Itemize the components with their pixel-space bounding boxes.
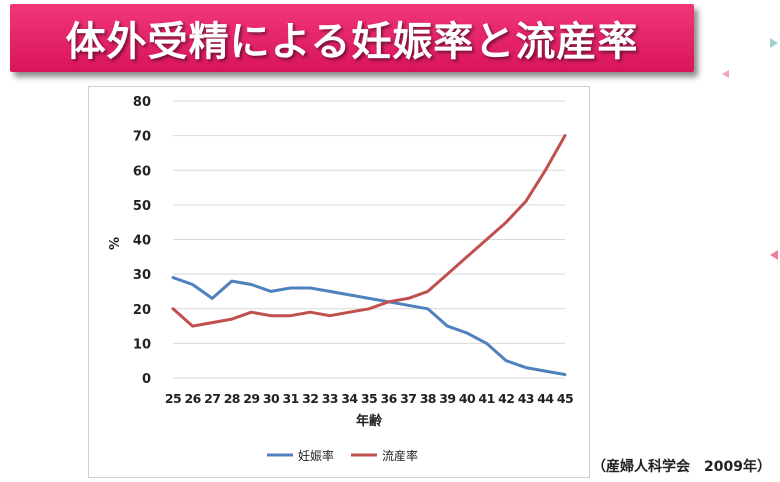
x-tick-label: 42 <box>498 391 514 406</box>
decorative-triangle <box>770 250 778 260</box>
source-citation: （産婦人科学会 2009年） <box>592 459 771 475</box>
x-tick-label: 39 <box>439 391 455 406</box>
x-tick-label: 25 <box>165 391 181 406</box>
x-tick-label: 27 <box>204 391 220 406</box>
legend-entry: 妊娠率 <box>298 448 334 463</box>
title-banner: 体外受精による妊娠率と流産率 <box>10 4 694 72</box>
y-tick-label: 40 <box>133 234 151 249</box>
y-axis-label: % <box>108 237 123 250</box>
series-line-2 <box>171 134 567 328</box>
y-tick-label: 0 <box>142 372 151 387</box>
x-tick-label: 38 <box>420 391 436 406</box>
y-tick-label: 50 <box>133 199 151 214</box>
x-tick-label: 29 <box>243 391 259 406</box>
x-tick-label: 44 <box>537 391 554 406</box>
x-tick-label: 36 <box>380 391 397 406</box>
x-tick-label: 40 <box>459 391 476 406</box>
y-tick-label: 70 <box>133 130 151 145</box>
x-tick-label: 43 <box>518 391 534 406</box>
legend-entry: 流産率 <box>382 448 418 463</box>
chart-area: 0 10 20 30 40 50 60 70 80 25 26 27 28 29 30 31 32 33 34 35 3… <box>88 86 590 478</box>
y-tick-label: 10 <box>133 337 151 352</box>
decorative-triangle <box>722 70 729 78</box>
x-tick-label: 31 <box>282 391 298 406</box>
x-tick-label: 30 <box>263 391 280 406</box>
x-tick-label: 37 <box>400 391 416 406</box>
x-axis-label: 年齢 <box>356 413 383 429</box>
x-tick-label: 35 <box>361 391 377 406</box>
x-tick-label: 33 <box>322 391 338 406</box>
series-line-1 <box>171 276 567 376</box>
x-tick-label: 45 <box>557 391 573 406</box>
x-tick-label: 34 <box>341 391 358 406</box>
x-tick-label: 32 <box>302 391 318 406</box>
decorative-triangle <box>770 38 778 48</box>
y-tick-label: 30 <box>133 268 151 283</box>
x-tick-label: 28 <box>224 391 240 406</box>
y-tick-label: 80 <box>133 95 151 110</box>
page-title: 体外受精による妊娠率と流産率 <box>65 19 639 65</box>
y-tick-label: 20 <box>133 303 151 318</box>
x-tick-label: 26 <box>184 391 201 406</box>
x-tick-label: 41 <box>478 391 494 406</box>
y-tick-label: 60 <box>133 164 151 179</box>
